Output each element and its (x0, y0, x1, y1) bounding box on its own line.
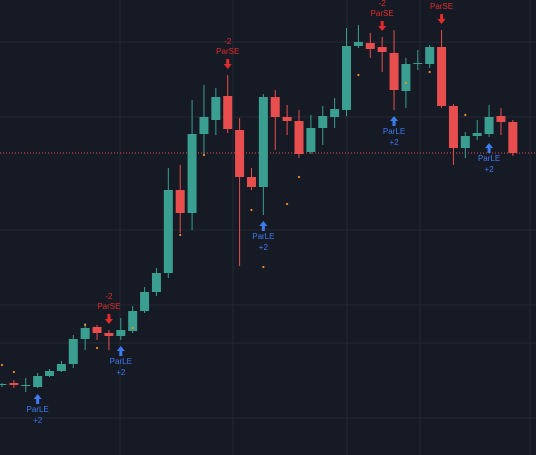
long-signal-qty: +2 (33, 416, 43, 425)
sar-dot (131, 326, 134, 330)
sar-dot (202, 153, 206, 157)
long-arrow (390, 116, 399, 126)
candle-body (9, 383, 19, 385)
candle-body (68, 339, 78, 364)
short-arrow (437, 14, 446, 24)
candle-body (56, 364, 66, 371)
candle-body (282, 117, 292, 121)
long-arrow (485, 143, 494, 153)
long-signal-name: ParLE (383, 127, 405, 136)
long-signal-name: ParLE (478, 154, 500, 163)
candle-body (104, 333, 114, 336)
candle-body (199, 117, 209, 134)
long-signal-name: ParLE (27, 405, 49, 414)
long-arrow (33, 394, 42, 404)
candle-body (211, 97, 221, 120)
short-signal-name: ParSE (97, 302, 120, 311)
candle-body (21, 385, 31, 386)
long-signal-qty: +2 (259, 243, 269, 252)
sar-dot (179, 233, 182, 237)
candle-body (342, 46, 352, 110)
candle-body (377, 47, 387, 52)
sar-dot (95, 346, 99, 350)
long-signal-qty: +2 (116, 368, 126, 377)
candle-body (437, 47, 447, 106)
sar-dot (12, 370, 15, 374)
candle-body (270, 97, 280, 117)
short-signal-name: ParSE (430, 2, 453, 11)
sar-dot (250, 208, 253, 212)
candle-body (175, 190, 185, 213)
sar-dot (404, 81, 408, 85)
candle-body (413, 63, 423, 64)
candle-body (246, 177, 256, 187)
sar-dot (297, 175, 301, 179)
candle-body (33, 376, 43, 387)
candle-body (496, 116, 506, 122)
candle-body (92, 327, 102, 333)
sar-dot (262, 265, 265, 269)
candle-body (151, 273, 161, 292)
long-signal-name: ParLE (110, 357, 132, 366)
sar-dot (0, 363, 4, 367)
candle-body (235, 130, 245, 177)
sar-dot (428, 70, 431, 74)
candle-body (389, 53, 399, 90)
candle-body (80, 328, 90, 339)
candle-body (365, 43, 375, 49)
candle-body (294, 121, 304, 154)
candle-body (258, 97, 268, 187)
short-signal-name: ParSE (216, 47, 239, 56)
short-signal-qty: -2 (105, 292, 113, 301)
long-arrow (116, 346, 125, 356)
candle-body (425, 47, 435, 64)
short-arrow (104, 314, 113, 324)
candle-body (460, 136, 470, 148)
candle-body (353, 42, 363, 46)
sar-dot (464, 113, 467, 117)
long-arrow (259, 221, 268, 231)
short-signal-qty: -2 (438, 0, 446, 1)
short-signal-qty: -2 (224, 37, 232, 46)
candle-body (0, 384, 7, 385)
candle-body (318, 116, 328, 128)
candle-body (223, 96, 233, 129)
sar-dot (286, 202, 289, 206)
candle-body (187, 134, 197, 213)
sar-dot (357, 73, 360, 77)
candle-body (484, 117, 494, 134)
candle-body (448, 106, 458, 148)
short-signal-name: ParSE (371, 9, 394, 18)
candle-body (330, 109, 340, 117)
candle-body (508, 122, 518, 153)
candle-body (472, 133, 482, 136)
candle-body (306, 128, 316, 152)
sar-dot (84, 323, 87, 327)
candle-body (128, 311, 138, 331)
candle-body (45, 371, 55, 376)
long-signal-name: ParLE (252, 232, 274, 241)
long-signal-qty: +2 (485, 165, 495, 174)
candle-body (163, 190, 173, 273)
long-signal-qty: +2 (389, 138, 399, 147)
short-arrow (378, 21, 387, 31)
short-arrow (223, 59, 232, 69)
short-signal-qty: -2 (379, 0, 387, 8)
candle-body (116, 330, 126, 336)
candle-body (401, 64, 411, 91)
candle-body (140, 292, 150, 311)
